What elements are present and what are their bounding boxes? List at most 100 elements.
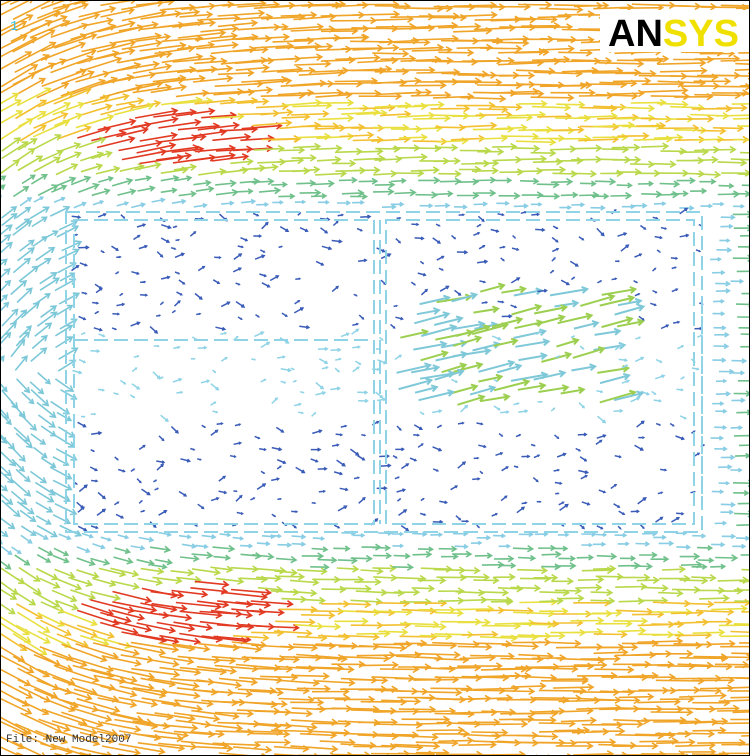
- vector-arrow: [191, 709, 240, 720]
- vector-arrow: [173, 730, 216, 739]
- vector-arrow: [620, 104, 656, 113]
- vector-arrow: [16, 501, 35, 515]
- vector-arrow: [0, 645, 26, 662]
- vector-arrow: [178, 534, 192, 540]
- vector-arrow: [430, 104, 471, 113]
- vector-arrow: [240, 237, 249, 242]
- vector-arrow: [197, 345, 208, 350]
- vector-arrow: [210, 45, 257, 55]
- vector-arrow: [513, 465, 519, 469]
- vector-arrow: [213, 88, 256, 97]
- vector-arrow: [136, 0, 175, 6]
- vector-arrow: [29, 206, 50, 220]
- vector-arrow: [150, 590, 185, 599]
- vector-arrow: [501, 314, 513, 319]
- vector-arrow: [96, 39, 137, 53]
- vector-arrow: [158, 376, 164, 380]
- vector-arrow: [331, 660, 366, 669]
- vector-arrow: [593, 648, 629, 657]
- vector-arrow: [459, 146, 492, 155]
- vector-arrow: [538, 44, 576, 53]
- vector-arrow: [136, 622, 177, 634]
- vector-arrow: [570, 276, 576, 281]
- logo: ANSYS: [608, 13, 739, 55]
- vector-arrow: [336, 123, 366, 132]
- vector-arrow: [0, 545, 13, 556]
- vector-arrow: [0, 735, 25, 750]
- vector-arrow: [191, 151, 237, 162]
- vector-arrow: [149, 326, 159, 334]
- vector-arrow: [213, 554, 232, 561]
- vector-arrow: [19, 197, 33, 207]
- vector-arrow: [116, 302, 126, 307]
- vector-arrow: [733, 117, 750, 120]
- vector-arrow: [212, 410, 219, 414]
- vector-arrow: [113, 392, 120, 396]
- vector-arrow: [372, 544, 392, 552]
- vector-arrow: [30, 433, 47, 445]
- vector-arrow: [439, 285, 450, 292]
- vector-arrow: [170, 426, 179, 434]
- vector-arrow: [436, 573, 468, 582]
- vector-arrow: [350, 554, 373, 563]
- vector-arrow: [56, 411, 73, 422]
- vector-arrow: [252, 212, 260, 217]
- vector-arrow: [117, 534, 130, 540]
- vector-arrow: [97, 118, 137, 131]
- vector-arrow: [414, 651, 461, 659]
- vector-arrow: [215, 326, 227, 331]
- vector-arrow: [258, 186, 282, 195]
- vector-arrow: [473, 576, 500, 585]
- vector-arrow: [154, 712, 196, 722]
- vector-arrow: [652, 630, 685, 639]
- vector-arrow: [221, 200, 235, 206]
- vector-arrow: [96, 135, 136, 149]
- vector-arrow: [341, 189, 365, 197]
- vector-arrow: [719, 238, 731, 243]
- vector-arrow: [615, 582, 648, 591]
- vector-arrow: [100, 685, 138, 698]
- vector-arrow: [255, 313, 260, 318]
- vector-arrow: [396, 425, 402, 431]
- vector-arrow: [533, 369, 567, 381]
- vector-arrow: [100, 721, 142, 733]
- vector-arrow: [337, 213, 344, 217]
- vector-arrow: [357, 390, 369, 395]
- vector-arrow: [297, 132, 332, 141]
- vector-arrow: [621, 379, 631, 384]
- vector-arrow: [154, 558, 174, 566]
- vector-arrow: [97, 491, 107, 500]
- vector-arrow: [713, 325, 727, 331]
- vector-arrow: [557, 594, 585, 603]
- vector-arrow: [414, 623, 447, 631]
- right-box: [385, 219, 695, 525]
- vector-arrow: [333, 471, 344, 476]
- vector-arrow: [479, 280, 487, 284]
- vector-arrow: [533, 632, 566, 640]
- vector-arrow: [14, 54, 51, 74]
- vector-arrow: [496, 200, 510, 206]
- vector-arrow: [40, 305, 58, 318]
- vector-arrow: [720, 4, 750, 7]
- vector-arrow: [298, 411, 304, 415]
- vector-arrow: [34, 531, 49, 540]
- vector-arrow: [115, 60, 161, 72]
- vector-arrow: [612, 742, 659, 750]
- vector-arrow: [471, 728, 509, 737]
- vector-arrow: [551, 126, 585, 134]
- vector-arrow: [235, 282, 241, 286]
- vector-arrow: [521, 191, 544, 199]
- vector-arrow: [535, 227, 546, 232]
- vector-arrow: [256, 541, 271, 547]
- vector-arrow: [175, 238, 181, 242]
- vector-arrow: [517, 566, 549, 575]
- vector-arrow: [373, 552, 393, 560]
- vector-arrow: [172, 19, 217, 28]
- vector-arrow: [49, 466, 73, 480]
- vector-arrow: [566, 753, 573, 756]
- vector-arrow: [475, 189, 497, 197]
- vector-arrow: [360, 567, 384, 575]
- vector-arrow: [53, 577, 83, 591]
- vector-arrow: [720, 454, 736, 461]
- vector-arrow: [40, 696, 76, 713]
